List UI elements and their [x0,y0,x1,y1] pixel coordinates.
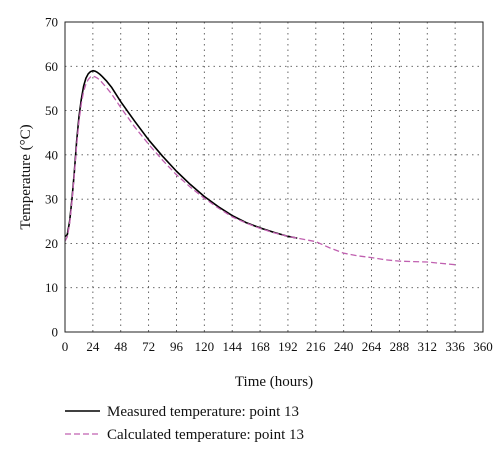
x-tick-label-9: 216 [306,339,326,354]
y-tick-label-2: 20 [45,236,58,251]
x-tick-label-11: 264 [362,339,382,354]
x-tick-label-8: 192 [278,339,298,354]
y-tick-label-0: 0 [52,325,59,340]
y-tick-label-5: 50 [45,103,58,118]
x-tick-label-1: 24 [86,339,100,354]
x-tick-label-10: 240 [334,339,354,354]
x-axis-label: Time (hours) [235,374,313,390]
x-tick-label-5: 120 [195,339,215,354]
x-tick-label-4: 96 [170,339,184,354]
y-tick-label-6: 60 [45,59,58,74]
x-tick-label-2: 48 [114,339,127,354]
series-line-calculated [64,75,456,266]
legend-label-0: Measured temperature: point 13 [107,404,299,420]
x-tick-labels: 0 24 48 72 96 120 144 168 192 216 240 264 288 312 336 3… [62,339,493,354]
x-tick-label-0: 0 [62,339,69,354]
x-tick-label-12: 288 [390,339,410,354]
series-lines [64,69,456,266]
y-axis-label: Temperature (°C) [18,124,34,229]
x-tick-label-3: 72 [142,339,155,354]
x-tick-label-14: 336 [445,339,465,354]
y-tick-label-3: 30 [45,192,58,207]
legend-label-1: Calculated temperature: point 13 [107,427,304,443]
y-tick-label-1: 10 [45,280,58,295]
x-tick-label-6: 144 [222,339,242,354]
plot-frame [64,21,484,333]
x-tick-label-7: 168 [250,339,270,354]
y-tick-label-4: 40 [45,147,58,162]
y-tick-labels: 0 10 20 30 40 50 60 70 [45,15,58,340]
x-tick-label-13: 312 [418,339,438,354]
y-tick-label-7: 70 [45,15,58,30]
grid [65,22,483,332]
legend: Measured temperature: point 13 Calculated… [65,404,304,443]
x-tick-label-15: 360 [473,339,493,354]
